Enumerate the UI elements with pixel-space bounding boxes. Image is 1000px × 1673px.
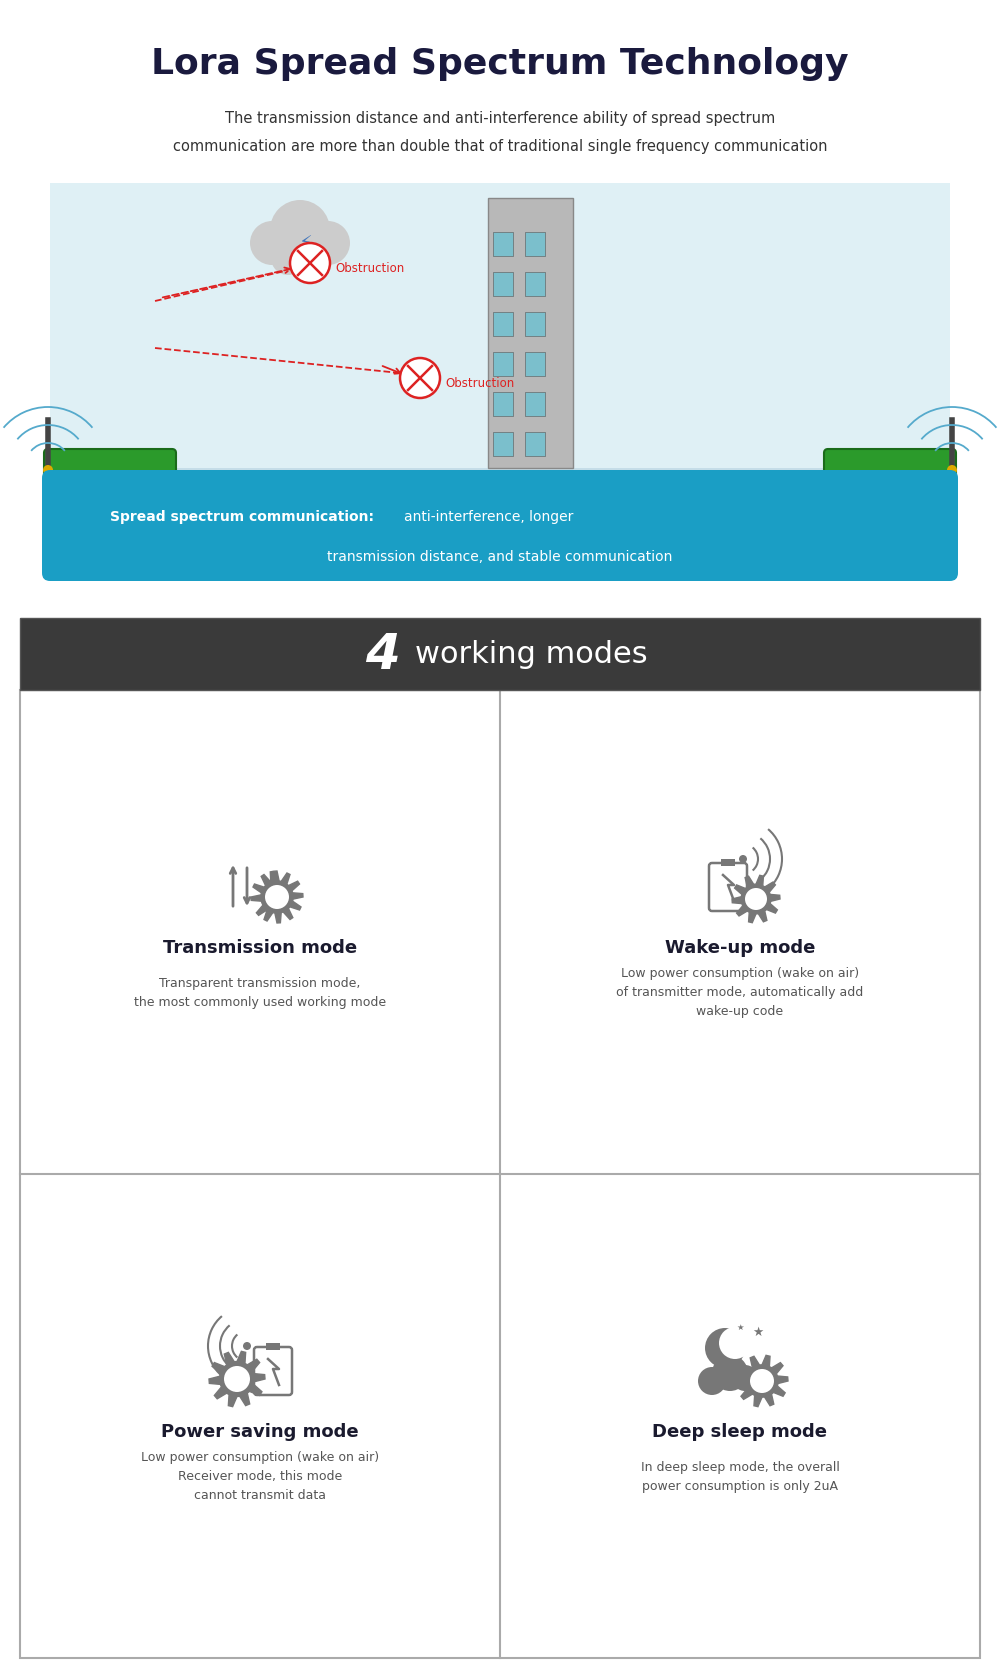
Circle shape (270, 201, 330, 261)
Text: Obstruction: Obstruction (445, 378, 514, 390)
Text: ★: ★ (752, 1325, 764, 1338)
FancyBboxPatch shape (525, 273, 545, 296)
FancyBboxPatch shape (525, 393, 545, 417)
Text: communication are more than double that of traditional single frequency communic: communication are more than double that … (173, 139, 827, 154)
Polygon shape (209, 1352, 265, 1407)
Text: Lora Spread Spectrum Technology: Lora Spread Spectrum Technology (151, 47, 849, 80)
FancyBboxPatch shape (525, 313, 545, 336)
Circle shape (947, 465, 957, 475)
FancyBboxPatch shape (824, 450, 956, 542)
Circle shape (400, 358, 440, 398)
Text: Spread spectrum communication:: Spread spectrum communication: (110, 510, 374, 524)
Text: In deep sleep mode, the overall
power consumption is only 2uA: In deep sleep mode, the overall power co… (641, 1461, 839, 1492)
FancyBboxPatch shape (525, 353, 545, 376)
FancyBboxPatch shape (493, 393, 513, 417)
FancyBboxPatch shape (493, 233, 513, 258)
FancyBboxPatch shape (493, 353, 513, 376)
Text: E32: E32 (94, 489, 126, 504)
Circle shape (250, 223, 294, 266)
Text: ★: ★ (736, 1322, 744, 1330)
Circle shape (719, 1327, 751, 1358)
Text: anti-interference, longer: anti-interference, longer (404, 510, 573, 524)
Circle shape (295, 243, 329, 276)
Circle shape (698, 1367, 726, 1395)
Circle shape (43, 515, 53, 525)
FancyBboxPatch shape (525, 233, 545, 258)
Circle shape (265, 885, 289, 910)
FancyBboxPatch shape (50, 184, 950, 473)
Text: Obstruction: Obstruction (335, 263, 404, 276)
FancyBboxPatch shape (20, 619, 980, 691)
Text: Power saving mode: Power saving mode (161, 1422, 359, 1440)
FancyBboxPatch shape (42, 470, 958, 582)
Circle shape (271, 243, 305, 276)
Text: ⚡: ⚡ (298, 234, 312, 253)
Circle shape (705, 1328, 745, 1369)
Circle shape (947, 490, 957, 500)
FancyBboxPatch shape (525, 433, 545, 457)
Circle shape (306, 223, 350, 266)
FancyBboxPatch shape (266, 1343, 280, 1350)
Circle shape (43, 490, 53, 500)
Polygon shape (732, 875, 780, 923)
FancyBboxPatch shape (721, 860, 735, 867)
Text: Transparent transmission mode,
the most commonly used working mode: Transparent transmission mode, the most … (134, 977, 386, 1009)
Circle shape (43, 465, 53, 475)
Circle shape (243, 1342, 251, 1350)
Polygon shape (736, 1355, 788, 1407)
FancyBboxPatch shape (50, 468, 950, 524)
Text: Deep sleep mode: Deep sleep mode (652, 1422, 828, 1440)
Circle shape (224, 1367, 250, 1392)
FancyBboxPatch shape (493, 273, 513, 296)
FancyBboxPatch shape (493, 313, 513, 336)
Text: E32: E32 (874, 489, 906, 504)
Text: Wake-up mode: Wake-up mode (665, 939, 815, 957)
Circle shape (290, 244, 330, 284)
Circle shape (712, 1355, 748, 1392)
Text: The transmission distance and anti-interference ability of spread spectrum: The transmission distance and anti-inter… (225, 112, 775, 127)
FancyBboxPatch shape (488, 199, 572, 468)
Text: working modes: working modes (415, 641, 648, 669)
FancyBboxPatch shape (44, 450, 176, 542)
Circle shape (947, 515, 957, 525)
Text: transmission distance, and stable communication: transmission distance, and stable commun… (327, 550, 673, 564)
Polygon shape (251, 872, 303, 923)
Text: Low power consumption (wake on air)
of transmitter mode, automatically add
wake-: Low power consumption (wake on air) of t… (616, 967, 864, 1017)
Circle shape (750, 1369, 774, 1394)
Text: Low power consumption (wake on air)
Receiver mode, this mode
cannot transmit dat: Low power consumption (wake on air) Rece… (141, 1450, 379, 1502)
Text: Transmission mode: Transmission mode (163, 939, 357, 957)
Circle shape (732, 1365, 758, 1392)
FancyBboxPatch shape (20, 691, 980, 1658)
Circle shape (739, 855, 747, 863)
FancyBboxPatch shape (493, 433, 513, 457)
Circle shape (745, 888, 767, 910)
Text: 4: 4 (365, 631, 400, 679)
